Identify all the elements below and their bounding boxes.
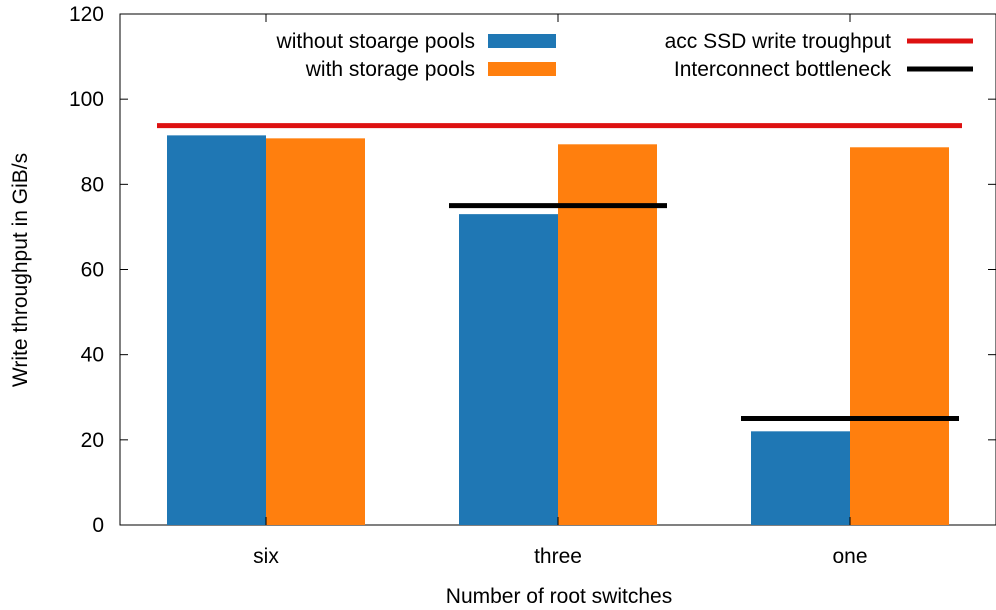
legend-swatch <box>488 62 556 76</box>
y-tick-label: 40 <box>81 344 104 367</box>
y-tick-label: 0 <box>92 514 104 537</box>
y-tick-label: 60 <box>81 259 104 282</box>
x-tick-label: six <box>253 545 279 568</box>
x-tick-label: one <box>832 545 867 568</box>
y-tick-label: 120 <box>69 3 104 26</box>
legend-label: Interconnect bottleneck <box>674 58 892 81</box>
bars-layer <box>167 135 949 526</box>
x-tick-label: three <box>534 545 582 568</box>
bar <box>167 135 266 526</box>
y-axis-title: Write throughput in GiB/s <box>9 153 32 387</box>
bar <box>751 431 850 525</box>
legend-label: with storage pools <box>305 58 475 81</box>
legend: without stoarge pools with storage pools a… <box>276 30 973 81</box>
y-tick-label: 100 <box>69 88 104 111</box>
bar <box>459 214 558 525</box>
bar <box>850 147 949 525</box>
bar <box>558 144 657 525</box>
y-tick-label: 20 <box>81 429 104 452</box>
y-tick-label: 80 <box>81 173 104 196</box>
legend-label: acc SSD write troughput <box>665 30 892 53</box>
bar <box>266 138 365 526</box>
legend-label: without stoarge pools <box>276 30 475 53</box>
reference-lines-layer <box>157 123 962 422</box>
axes-layer: 0 20 40 60 80 100 120 six three one <box>69 3 996 568</box>
legend-swatch <box>488 34 556 48</box>
x-axis-title: Number of root switches <box>446 585 672 608</box>
